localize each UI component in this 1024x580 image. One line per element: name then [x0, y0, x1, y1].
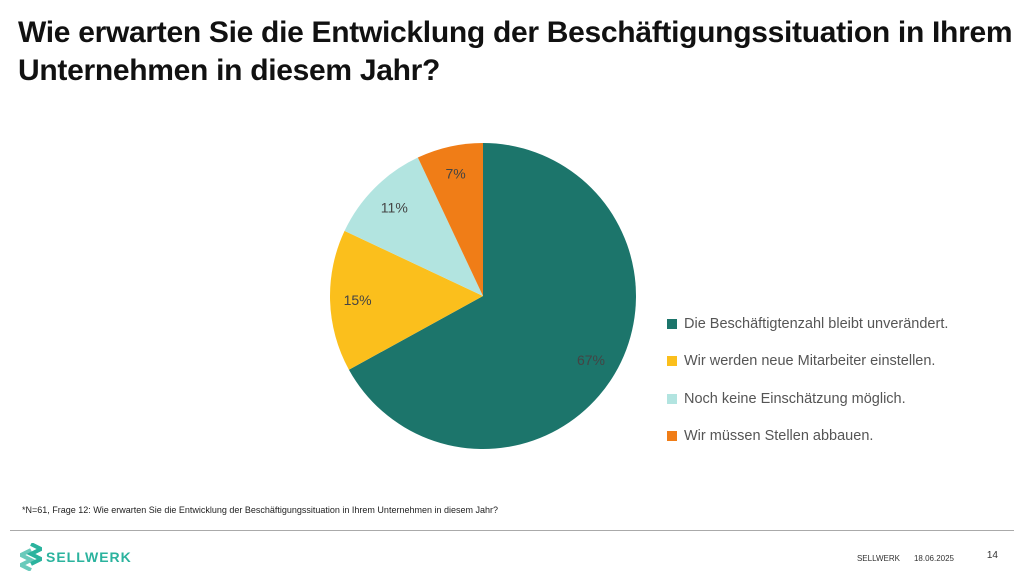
legend: Die Beschäftigtenzahl bleibt unverändert…: [667, 305, 948, 455]
data-label: 7%: [446, 166, 466, 182]
legend-label: Noch keine Einschätzung möglich.: [684, 390, 906, 407]
data-label: 11%: [381, 199, 408, 215]
footer-info: SELLWERK 18.06.2025: [843, 554, 954, 563]
pie-slice: [417, 143, 483, 296]
legend-swatch: [667, 356, 677, 367]
brand-name: SELLWERK: [46, 549, 132, 565]
legend-label: Die Beschäftigtenzahl bleibt unverändert…: [684, 315, 949, 332]
legend-item: Noch keine Einschätzung möglich.: [667, 380, 948, 418]
legend-swatch: [667, 393, 677, 404]
legend-item: Wir werden neue Mitarbeiter einstellen.: [667, 343, 948, 381]
pie-slice: [330, 230, 483, 370]
pie-slice: [348, 143, 636, 449]
footer-date: 18.06.2025: [913, 554, 954, 563]
brand-logo: SELLWERK: [20, 543, 132, 571]
legend-swatch: [667, 431, 677, 442]
footnote: *N=61, Frage 12: Wie erwarten Sie die En…: [22, 505, 498, 515]
data-label: 15%: [344, 292, 372, 308]
legend-item: Wir müssen Stellen abbauen.: [667, 418, 948, 456]
slide-title: Wie erwarten Sie die Entwicklung der Bes…: [18, 16, 1013, 87]
page-number: 14: [986, 550, 998, 561]
legend-label: Wir werden neue Mitarbeiter einstellen.: [684, 353, 936, 370]
legend-label: Wir müssen Stellen abbauen.: [684, 428, 874, 445]
legend-swatch: [667, 318, 677, 329]
legend-item: Die Beschäftigtenzahl bleibt unverändert…: [667, 305, 948, 343]
divider: [10, 530, 1014, 531]
data-label: 67%: [577, 352, 605, 368]
footer-company: SELLWERK: [856, 554, 900, 563]
pie-slice: [344, 157, 483, 296]
sellwerk-logo-icon: [20, 543, 42, 571]
